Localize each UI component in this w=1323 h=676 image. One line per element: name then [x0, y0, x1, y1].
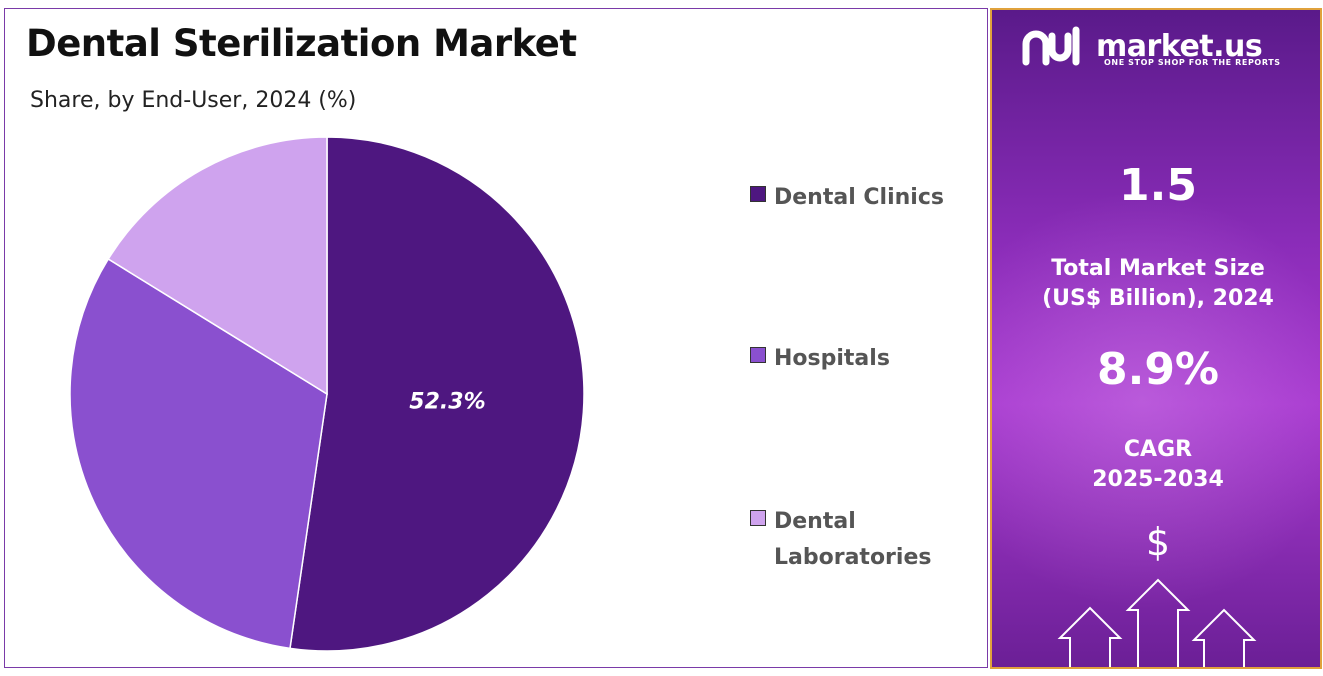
brand-name: market.us	[1096, 28, 1263, 64]
pie-chart: 52.3%	[69, 136, 585, 652]
panel-background-glow	[992, 190, 1320, 610]
legend-swatch-dental-clinics	[750, 186, 766, 202]
market-us-logo-icon	[1022, 26, 1080, 66]
legend-swatch-dental-laboratories	[750, 510, 766, 526]
growth-arrows-icon	[1057, 578, 1257, 667]
market-summary-panel: market.us ONE STOP SHOP FOR THE REPORTS …	[990, 8, 1322, 669]
pie-slice-dental-clinics	[289, 136, 585, 652]
chart-subtitle: Share, by End-User, 2024 (%)	[30, 88, 357, 113]
cagr-value: 8.9%	[1096, 344, 1220, 395]
market-size-value: 1.5	[1119, 160, 1197, 211]
legend-label-dental-clinics: Dental Clinics	[774, 185, 944, 210]
cagr-label-line2: 2025-2034	[1092, 467, 1224, 492]
legend-item-hospitals: Hospitals	[750, 341, 964, 377]
legend-label-hospitals: Hospitals	[774, 346, 890, 371]
chart-title: Dental Sterilization Market	[26, 22, 577, 65]
market-size-label-line1: Total Market Size	[1051, 256, 1265, 281]
legend-swatch-hospitals	[750, 347, 766, 363]
legend-label-dental-laboratories: Dental Laboratories	[774, 509, 932, 570]
pie-slice-dental-laboratories	[107, 136, 328, 396]
cagr-label-line1: CAGR	[1123, 437, 1193, 462]
market-size-label-line2: (US$ Billion), 2024	[1042, 286, 1274, 311]
pie-slice-hospitals	[69, 257, 328, 650]
legend-item-dental-clinics: Dental Clinics	[750, 180, 964, 216]
brand-logo: market.us	[1022, 24, 1263, 68]
legend-item-dental-laboratories: Dental Laboratories	[750, 504, 934, 576]
dollar-icon: $	[1145, 520, 1171, 564]
pie-data-label-dental-clinics: 52.3%	[409, 390, 485, 415]
brand-tagline: ONE STOP SHOP FOR THE REPORTS	[1104, 58, 1281, 67]
